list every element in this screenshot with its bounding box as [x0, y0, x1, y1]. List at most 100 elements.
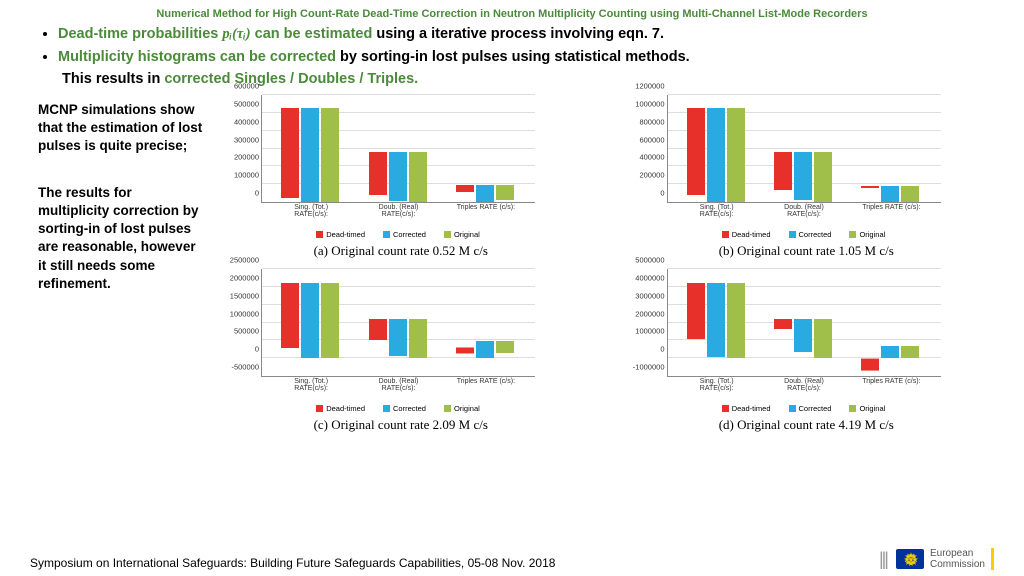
bar-chart: -500000050000010000001500000200000025000…	[213, 265, 543, 415]
bar	[456, 185, 474, 192]
x-category: Sing. (Tot.) RATE(c/s):	[684, 202, 750, 218]
bar	[814, 319, 832, 359]
footer-text: Symposium on International Safeguards: B…	[30, 556, 555, 570]
y-tick: 500000	[234, 99, 262, 108]
legend-swatch	[849, 405, 856, 412]
y-tick: 1000000	[635, 327, 667, 336]
bar	[861, 186, 879, 188]
plot-area: -500000050000010000001500000200000025000…	[261, 269, 535, 377]
legend-label: Original	[454, 404, 480, 413]
x-category: Doub. (Real) RATE(c/s):	[771, 202, 837, 218]
bar	[476, 341, 494, 358]
chart-cell: -100000001000000200000030000004000000500…	[619, 265, 995, 433]
x-category: Sing. (Tot.) RATE(c/s):	[278, 376, 344, 392]
legend-item: Corrected	[789, 404, 832, 413]
legend-label: Dead-timed	[326, 404, 365, 413]
y-tick: 300000	[234, 135, 262, 144]
bar-group	[687, 108, 745, 202]
bullet-list: Dead-time probabilities pᵢ(τᵢ) can be es…	[0, 24, 1024, 73]
y-tick: 0	[255, 345, 262, 354]
bar-group	[687, 283, 745, 358]
legend: Dead-timed Corrected Original	[261, 230, 535, 239]
left-text: MCNP simulations show that the estimatio…	[38, 91, 203, 433]
bar	[687, 108, 705, 195]
legend-item: Corrected	[789, 230, 832, 239]
bar-group	[281, 283, 339, 358]
y-tick: 1200000	[635, 82, 667, 91]
legend-item: Dead-timed	[316, 230, 365, 239]
x-category: Sing. (Tot.) RATE(c/s):	[684, 376, 750, 392]
legend-label: Corrected	[393, 230, 426, 239]
eu-flag-icon	[896, 549, 924, 569]
plot-area: -100000001000000200000030000004000000500…	[667, 269, 941, 377]
bar-group	[861, 186, 919, 202]
bar-chart: 0100000200000300000400000500000600000Sin…	[213, 91, 543, 241]
ec-text: EuropeanCommission	[930, 548, 994, 570]
header: Numerical Method for High Count-Rate Dea…	[0, 0, 1024, 24]
bar	[794, 319, 812, 352]
chart-caption: (c) Original count rate 2.09 M c/s	[213, 417, 589, 433]
bar-group	[456, 341, 514, 358]
x-category: Triples RATE (c/s):	[453, 202, 519, 211]
gridline	[668, 94, 941, 95]
y-tick: 400000	[234, 117, 262, 126]
bar	[496, 185, 514, 200]
y-tick: 100000	[234, 171, 262, 180]
legend-item: Dead-timed	[316, 404, 365, 413]
plot-area: 0100000200000300000400000500000600000Sin…	[261, 95, 535, 203]
charts-grid: 0 100000 200000 300000 400000 500000 600000 Sin…	[213, 91, 994, 433]
y-tick: 600000	[639, 135, 667, 144]
y-tick: 200000	[639, 171, 667, 180]
footer: Symposium on International Safeguards: B…	[30, 548, 994, 570]
bar	[881, 186, 899, 202]
y-tick: 5000000	[635, 256, 667, 265]
bar	[901, 346, 919, 358]
bar	[774, 319, 792, 330]
chart-cell: -500000050000010000001500000200000025000…	[213, 265, 589, 433]
chart-caption: (a) Original count rate 0.52 M c/s	[213, 243, 589, 259]
y-tick: 0	[660, 345, 667, 354]
bar	[727, 108, 745, 202]
bar	[409, 319, 427, 359]
legend-label: Original	[859, 404, 885, 413]
bullet-1: Dead-time probabilities pᵢ(τᵢ) can be es…	[58, 26, 994, 43]
bar-chart: 020000040000060000080000010000001200000S…	[619, 91, 949, 241]
bar	[369, 319, 387, 341]
sub-line: This results in corrected Singles / Doub…	[62, 71, 1024, 87]
legend-item: Original	[849, 230, 885, 239]
x-category: Doub. (Real) RATE(c/s):	[366, 376, 432, 392]
para-2: The results for multiplicity correction …	[38, 184, 203, 293]
bar	[707, 108, 725, 202]
y-tick: 1500000	[230, 291, 262, 300]
legend-item: Dead-timed	[722, 230, 771, 239]
legend-swatch	[383, 405, 390, 412]
bar	[707, 283, 725, 358]
bar	[901, 186, 919, 201]
bar	[687, 283, 705, 340]
legend-swatch	[789, 231, 796, 238]
legend-item: Corrected	[383, 404, 426, 413]
legend-label: Corrected	[393, 404, 426, 413]
legend-label: Original	[859, 230, 885, 239]
bar	[301, 283, 319, 358]
legend-item: Original	[444, 230, 480, 239]
legend-label: Corrected	[799, 404, 832, 413]
bar-group	[281, 108, 339, 202]
legend-swatch	[789, 405, 796, 412]
legend-label: Original	[454, 230, 480, 239]
bar-group	[369, 152, 427, 202]
legend-label: Corrected	[799, 230, 832, 239]
y-tick: 500000	[234, 327, 262, 336]
gridline	[668, 268, 941, 269]
bar-group	[369, 319, 427, 359]
x-category: Doub. (Real) RATE(c/s):	[771, 376, 837, 392]
bar	[369, 152, 387, 195]
legend: Dead-timedCorrectedOriginal	[667, 404, 941, 413]
bar	[281, 283, 299, 348]
x-category: Triples RATE (c/s):	[858, 376, 924, 385]
legend-label: Dead-timed	[326, 230, 365, 239]
legend-item: Original	[444, 404, 480, 413]
y-tick: 4000000	[635, 273, 667, 282]
bar	[774, 152, 792, 190]
y-tick: 2000000	[635, 309, 667, 318]
